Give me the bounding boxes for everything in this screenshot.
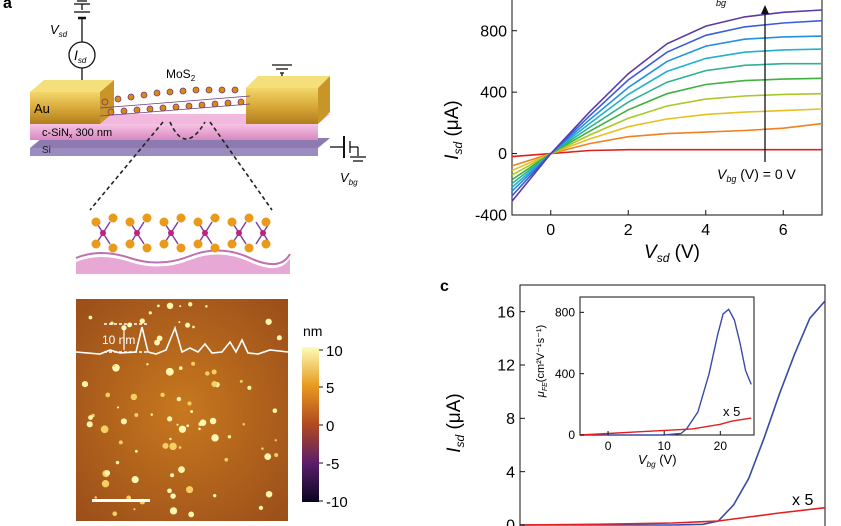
inset-series-line-1 <box>579 417 752 436</box>
inset-x5-label: x 5 <box>723 404 740 419</box>
b-xtick-label: 6 <box>779 222 788 239</box>
b-xtick-label: 4 <box>701 222 710 239</box>
c-series-line-0 <box>520 300 826 526</box>
panel-c-chart: c 0 4 8 12 16 x 5 Isd (μA) 0 10 20 0 400 800 x 5 … <box>440 278 826 526</box>
panel-a-letter: a <box>3 0 12 12</box>
sinx-layer <box>30 124 318 140</box>
b-series-line-3 <box>511 92 823 176</box>
b-ytick-label: 400 <box>480 85 507 102</box>
inset-ytick-label: 800 <box>555 306 575 320</box>
panel-b-series <box>511 9 823 202</box>
vsd-label: Vsd <box>50 22 68 39</box>
inset-series-line-0 <box>580 308 752 436</box>
inset-ytick-label: 0 <box>568 428 575 442</box>
top-label-sub: bg <box>716 0 726 8</box>
b-series-line-4 <box>511 77 823 181</box>
b-ytick-label: 800 <box>480 23 507 40</box>
inset-chart: 0 10 20 0 400 800 x 5 μFE(cm²V⁻¹s⁻¹) Vbg (V) <box>535 296 755 469</box>
b-series-line-6 <box>511 48 823 189</box>
panel-c-series <box>519 300 826 526</box>
b-series-line-0 <box>511 148 822 158</box>
circuit-diagram <box>68 0 366 162</box>
b-series-line-1 <box>511 122 823 167</box>
b-ylabel: Isd (μA) <box>442 100 465 160</box>
colorbar-tick: 0 <box>326 418 334 435</box>
au-label: Au <box>34 101 50 116</box>
c-ytick-label: 0 <box>506 518 515 526</box>
panel-c-letter: c <box>440 278 449 295</box>
gold-electrode-right <box>246 88 318 124</box>
colorbar-unit: nm <box>303 323 322 339</box>
b-series-line-8 <box>511 19 823 197</box>
si-layer <box>30 148 318 156</box>
device-illustration: Au MoS2 c-SiNx 300 nm Si <box>30 67 330 211</box>
vbg-label: Vbg <box>340 170 358 187</box>
afm-particles <box>81 302 282 518</box>
inset-ylabel: μFE(cm²V⁻¹s⁻¹) <box>535 325 549 398</box>
si-label: Si <box>42 145 51 156</box>
c-ylabel: Isd (μA) <box>444 393 467 453</box>
scale-bar <box>92 499 150 502</box>
c-x5-label: x 5 <box>792 492 813 509</box>
b-ytick-label: 0 <box>498 146 507 163</box>
c-ytick-label: 16 <box>497 304 515 321</box>
panel-a: a Vsd Isd Vbg <box>3 0 366 521</box>
b-series-line-9 <box>511 9 823 202</box>
b-xtick-label: 0 <box>546 222 555 239</box>
c-series-line-1 <box>519 506 826 526</box>
arrow-head-icon <box>761 5 769 14</box>
colorbar-tick: -5 <box>326 456 339 473</box>
c-ytick-label: 4 <box>506 464 515 481</box>
inset-xtick-label: 10 <box>658 439 672 453</box>
c-ytick-label: 12 <box>497 358 515 375</box>
inset-ytick-label: 400 <box>555 367 575 381</box>
afm-image: 10 nm <box>75 299 289 521</box>
b-ytick-label: -400 <box>475 208 507 225</box>
gold-electrode-left <box>30 92 100 124</box>
c-ytick-label: 8 <box>506 411 515 428</box>
mos2-channel <box>99 86 251 117</box>
isd-label: Isd <box>74 47 87 65</box>
b-series-line-5 <box>511 62 822 185</box>
mos2-lattice-zoom <box>75 213 291 274</box>
inset-xtick-label: 0 <box>605 439 612 453</box>
b-series-line-2 <box>511 108 823 172</box>
afm-colorbar: nm 10 5 0 -5 -10 <box>302 323 348 511</box>
b-series-line-7 <box>511 35 823 192</box>
colorbar-tick: 10 <box>326 343 343 360</box>
b-xlabel: Vsd (V) <box>644 242 700 265</box>
panel-b-chart: 0 2 4 6 -400 0 400 800 bg Vbg (V) = 0 V Isd (μA… <box>442 0 823 265</box>
b-xtick-label: 2 <box>624 222 633 239</box>
colorbar-tick: -10 <box>326 494 348 511</box>
colorbar-tick: 5 <box>326 380 334 397</box>
inset-xlabel: Vbg (V) <box>638 452 677 469</box>
sinx-label: c-SiNx 300 nm <box>42 127 112 140</box>
inset-series <box>579 308 752 436</box>
mos2-label: MoS2 <box>166 67 196 83</box>
vbg-annotation: Vbg (V) = 0 V <box>717 166 797 184</box>
profile-label: 10 nm <box>102 333 135 347</box>
inset-xtick-label: 20 <box>714 439 728 453</box>
